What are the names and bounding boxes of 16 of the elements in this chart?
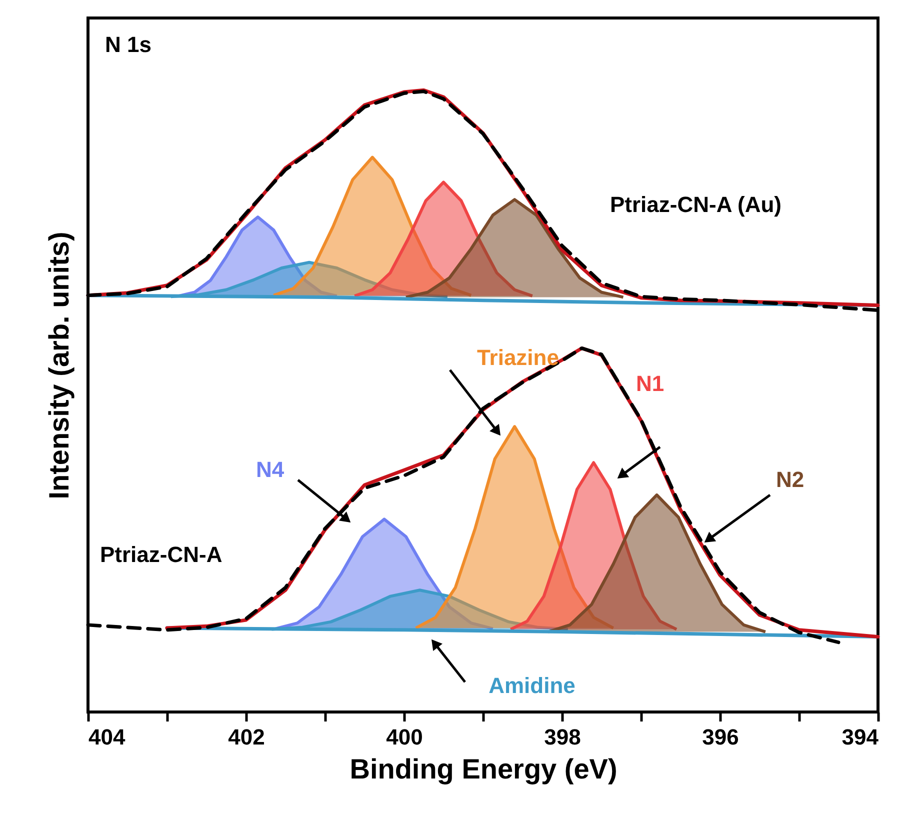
text: N4 <box>256 457 285 482</box>
text: N 1s <box>105 32 152 57</box>
x-tick-label: 396 <box>702 724 739 750</box>
text: N1 <box>636 371 664 396</box>
x-tick-label: 398 <box>544 724 581 750</box>
x-tick-label: 404 <box>88 724 126 750</box>
annotation: Ptriaz-CN-A (Au) <box>610 192 782 217</box>
x-tick-label: 400 <box>386 724 423 750</box>
series-label: Amidine <box>488 673 576 698</box>
x-tick-label: 394 <box>842 724 880 750</box>
annotation: Ptriaz-CN-A <box>100 542 222 567</box>
x-axis-title: Binding Energy (eV) <box>350 754 618 784</box>
text: N2 <box>776 467 804 492</box>
y-axis-title: Intensity (arb. units) <box>44 232 74 500</box>
text: Triazine <box>477 345 559 370</box>
x-tick-label: 402 <box>228 724 265 750</box>
